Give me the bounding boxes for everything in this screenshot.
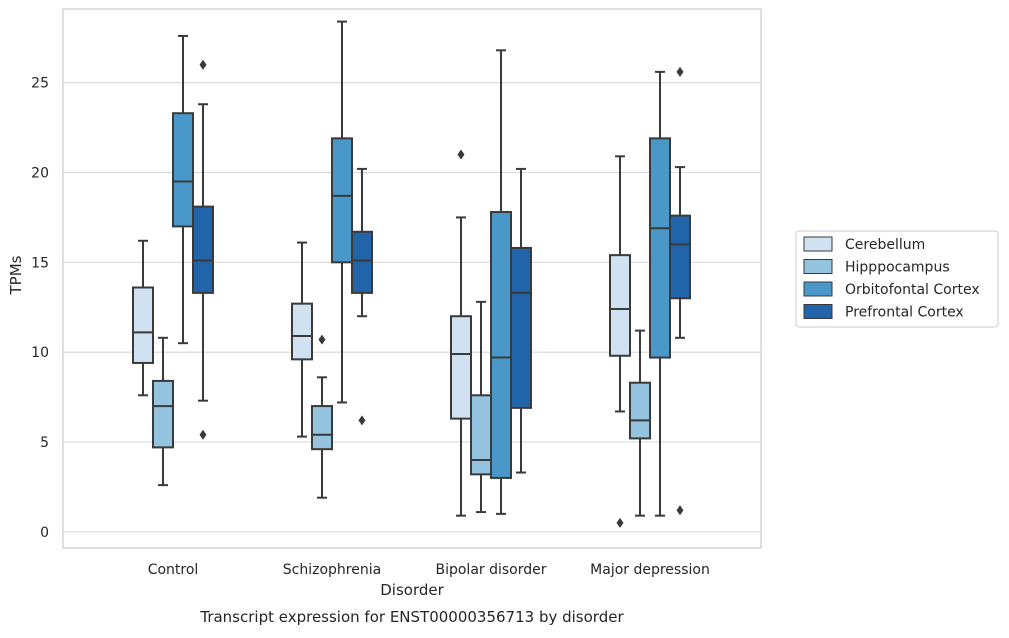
legend-swatch <box>803 304 833 319</box>
x-tick-label: Control <box>148 562 199 578</box>
legend-label: Hipppocampus <box>845 260 950 276</box>
box-0-3 <box>609 155 631 528</box>
y-tick-label: 20 <box>31 165 49 181</box>
x-tick-labels: Control Schizophrenia Bipolar disorder Majo… <box>148 562 710 578</box>
outlier-point <box>358 415 366 426</box>
legend-label: Orbitofontal Cortex <box>845 282 980 298</box>
legend-swatch <box>803 236 833 252</box>
y-tick-label: 25 <box>31 76 49 92</box>
box-body <box>331 137 353 264</box>
chart-caption: Transcript expression for ENST0000035671… <box>199 608 624 626</box>
y-tick-label: 5 <box>40 435 49 451</box>
box-body <box>351 230 373 294</box>
x-axis-label: Disorder <box>380 581 444 599</box>
box-body <box>192 205 214 294</box>
box-2-0 <box>172 34 194 345</box>
box-0-0 <box>132 239 154 397</box>
x-tick-label: Bipolar disorder <box>435 562 546 578</box>
legend: Cerebellum Hipppocampus Orbitofontal Corte… <box>795 230 999 328</box>
box-body <box>152 379 174 449</box>
box-layer <box>132 20 691 528</box>
box-body <box>649 137 671 359</box>
box-0-1 <box>291 241 313 438</box>
outlier-point <box>676 66 684 77</box>
box-3-1 <box>351 167 373 426</box>
box-2-1 <box>331 20 353 404</box>
box-body <box>490 211 512 479</box>
box-3-3 <box>669 66 691 516</box>
outlier-point <box>199 429 207 440</box>
box-2-2 <box>490 49 512 515</box>
legend-label: Cerebellum <box>845 237 925 253</box>
box-1-1 <box>311 334 333 499</box>
x-tick-label: Schizophrenia <box>283 562 381 578</box>
box-3-2 <box>510 167 532 474</box>
box-2-3 <box>649 70 671 517</box>
box-body <box>450 315 472 420</box>
outlier-point <box>199 59 207 70</box>
plot-frame <box>62 8 762 549</box>
box-body <box>609 254 631 357</box>
box-body <box>311 405 333 451</box>
outlier-point <box>616 517 624 528</box>
y-tick-label: 0 <box>40 525 49 541</box>
y-tick-label: 10 <box>31 345 49 361</box>
outlier-point <box>318 334 326 345</box>
box-1-2 <box>470 300 492 514</box>
y-tick-label: 15 <box>31 255 49 271</box>
x-tick-label: Major depression <box>590 562 710 578</box>
box-body <box>510 246 532 409</box>
box-body <box>172 112 194 228</box>
legend-swatch <box>803 259 833 274</box>
box-body <box>669 214 691 300</box>
legend-label: Prefrontal Cortex <box>845 305 964 321</box>
box-3-0 <box>192 59 214 440</box>
legend-items: Cerebellum Hipppocampus Orbitofontal Corte… <box>803 236 980 321</box>
legend-swatch <box>803 281 833 297</box>
box-body <box>470 394 492 476</box>
y-axis-label: TPMs <box>7 255 25 295</box>
y-tick-labels: 0 5 10 15 20 25 <box>31 76 49 541</box>
box-body <box>291 302 313 361</box>
outlier-point <box>457 149 465 160</box>
box-1-3 <box>629 329 651 517</box>
box-body <box>132 286 154 364</box>
box-body <box>629 381 651 440</box>
legend-frame <box>795 230 999 328</box>
outlier-point <box>676 505 684 516</box>
box-1-0 <box>152 336 174 487</box>
box-0-2 <box>450 149 472 517</box>
